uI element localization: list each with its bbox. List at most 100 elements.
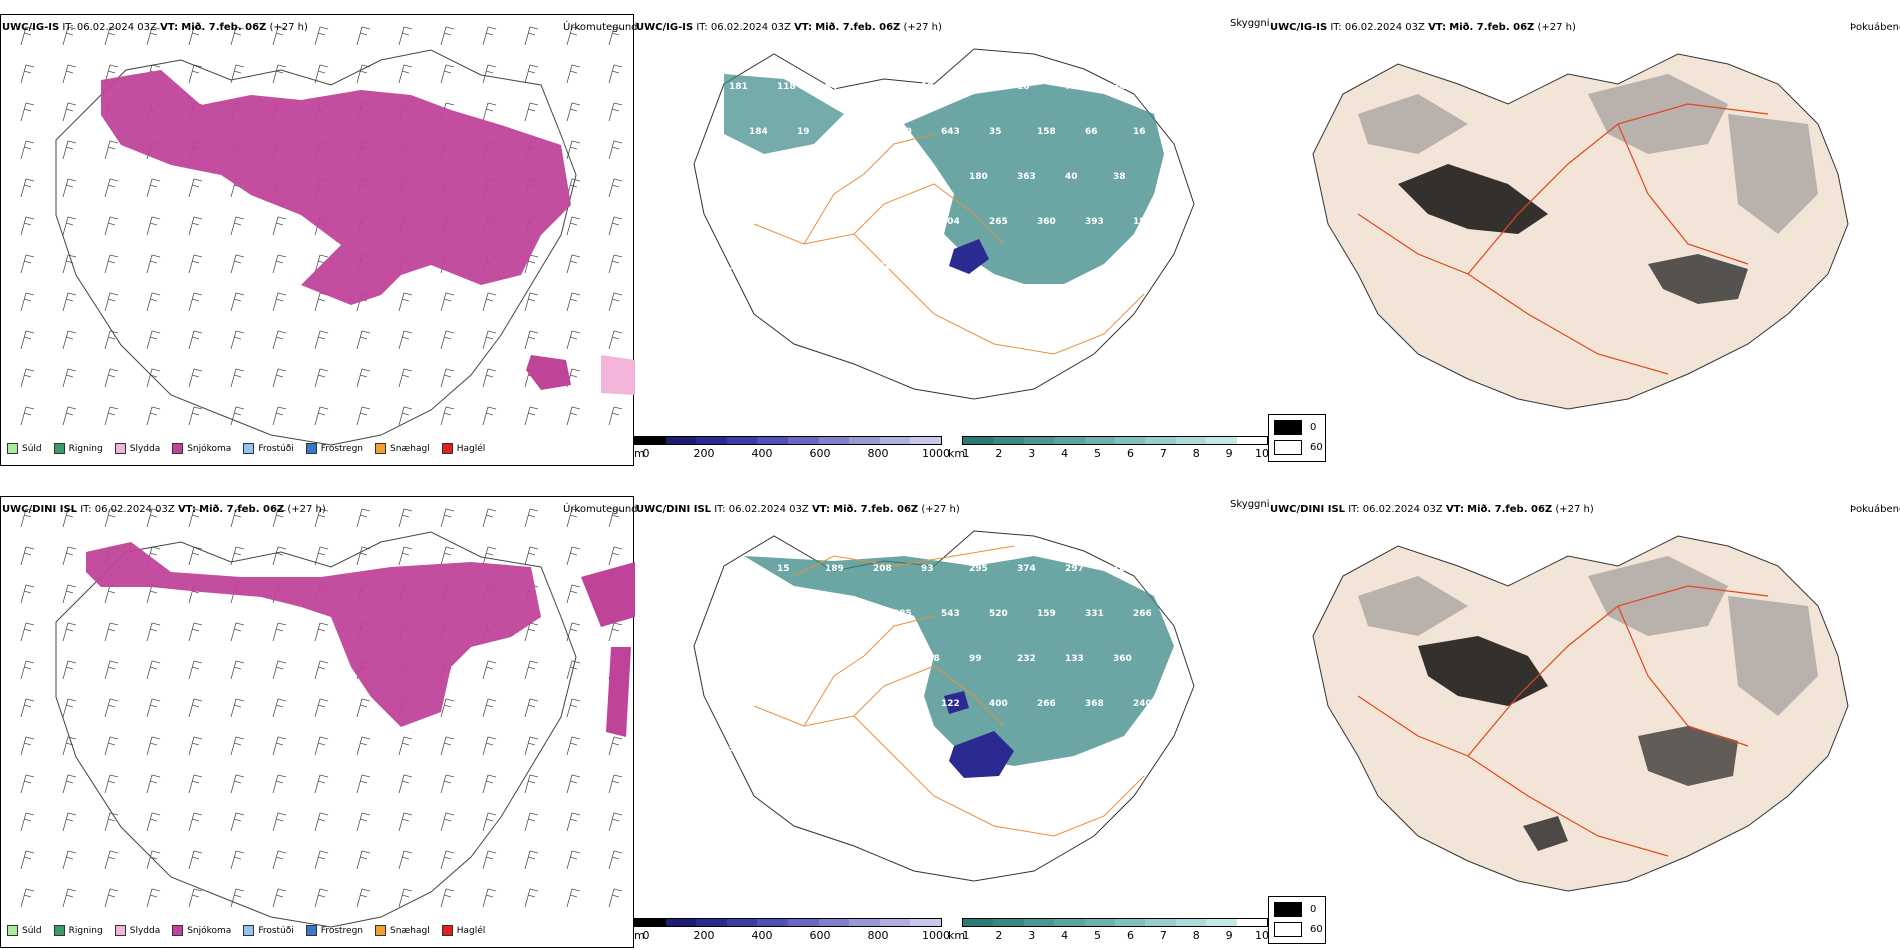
- colorbar-segment: [879, 919, 911, 926]
- tick-label: 1: [962, 929, 970, 942]
- ceiling-value-label: 15: [777, 564, 790, 574]
- wind-barb: [314, 888, 329, 908]
- colorbar-segment: [696, 437, 727, 444]
- legend-item: Súld: [7, 925, 42, 936]
- legend-item: Frostregn: [305, 443, 363, 454]
- ceiling-value-label: 415: [749, 217, 768, 227]
- fog-legend-row: 0: [1274, 420, 1316, 435]
- wind-barb: [314, 850, 329, 870]
- ceiling-value-label: 250: [797, 609, 816, 619]
- visibility-scale-bottom: km 1 2 3 4 5 6 7 8 9 10: [948, 918, 1269, 948]
- wind-barb: [62, 812, 77, 832]
- snow-patch: [581, 562, 635, 627]
- wind-barb: [608, 508, 623, 528]
- colorbar-segment: [635, 437, 666, 444]
- colorbar-segment: [1023, 437, 1055, 444]
- wind-barb: [356, 888, 371, 908]
- wind-barb: [146, 774, 161, 794]
- wind-barb: [62, 508, 77, 528]
- colorbar-segment: [1236, 919, 1268, 926]
- tick-label: 5: [1094, 929, 1102, 942]
- wind-barb: [440, 774, 455, 794]
- colorbar-segment: [993, 437, 1024, 444]
- fog-legend-row: 0: [1274, 902, 1316, 917]
- colorbar-segment: [726, 919, 758, 926]
- wind-barb: [272, 660, 287, 680]
- colorbar-segment: [696, 919, 727, 926]
- ceiling-value-label: 360: [1113, 654, 1132, 664]
- wind-barb: [20, 850, 35, 870]
- ceiling-value-label: 16: [1017, 82, 1030, 92]
- wind-barb: [188, 508, 203, 528]
- scale-unit: km: [948, 447, 966, 460]
- colorbar-segment: [1145, 437, 1176, 444]
- wind-barb: [62, 216, 77, 236]
- ceiling-value-label: 184: [749, 127, 768, 137]
- wind-barb: [566, 888, 581, 908]
- wind-barb: [398, 774, 413, 794]
- ceiling-value-label: 283: [921, 172, 940, 182]
- wind-barb: [272, 406, 287, 426]
- colorbar-segment: [1023, 919, 1055, 926]
- wind-barb: [608, 850, 623, 870]
- ceiling-value-label: 101: [845, 217, 864, 227]
- wind-barb: [104, 660, 119, 680]
- wind-barb: [62, 140, 77, 160]
- colorbar-segment: [726, 437, 758, 444]
- wind-barb: [20, 660, 35, 680]
- wind-barb: [146, 292, 161, 312]
- wind-barb: [524, 812, 539, 832]
- scale-unit: km: [948, 929, 966, 942]
- ceiling-value-label: 181: [729, 82, 748, 92]
- wind-barb: [20, 178, 35, 198]
- wind-barb: [188, 736, 203, 756]
- wind-barb: [398, 292, 413, 312]
- wind-barb: [524, 508, 539, 528]
- wind-barb: [146, 178, 161, 198]
- legend-item: Haglél: [441, 925, 485, 936]
- wind-barb: [146, 812, 161, 832]
- ceiling-value-label: 393: [1085, 217, 1104, 227]
- wind-barb: [566, 508, 581, 528]
- iceland-land: [1312, 535, 1849, 892]
- legend-item: Rigning: [53, 443, 103, 454]
- wind-barb: [230, 330, 245, 350]
- wind-barb: [188, 292, 203, 312]
- roads: [753, 545, 1145, 837]
- ceiling-colorbar: [634, 436, 942, 445]
- ceiling-value-label: 145: [729, 564, 748, 574]
- wind-barb: [230, 774, 245, 794]
- wind-barb: [146, 330, 161, 350]
- wind-barb: [230, 888, 245, 908]
- wind-barb: [482, 508, 497, 528]
- legend-item: Frostúði: [243, 925, 294, 936]
- wind-barb: [230, 26, 245, 46]
- colorbar-segment: [1084, 437, 1116, 444]
- tick-label: 4: [1061, 929, 1069, 942]
- wind-barb: [20, 102, 35, 122]
- scale-unit: m: [634, 929, 645, 942]
- ceiling-value-label: 19: [797, 127, 810, 137]
- ceiling-value-label: 240: [1133, 699, 1152, 709]
- tick-label: 800: [867, 929, 889, 942]
- wind-barb: [20, 888, 35, 908]
- tick-label: 5: [1094, 447, 1102, 460]
- wind-barb: [146, 660, 161, 680]
- wind-barb: [398, 888, 413, 908]
- fog-legend-top: 0 60: [1268, 414, 1326, 462]
- wind-barb: [356, 698, 371, 718]
- fog-grey: [1358, 556, 1818, 716]
- fog-dark: [1418, 636, 1548, 706]
- wind-barb: [524, 102, 539, 122]
- wind-barb: [524, 26, 539, 46]
- tick-label: 600: [809, 447, 831, 460]
- wind-barb: [230, 660, 245, 680]
- ceiling-scale-bottom: m 0 200 400 600 800 1000: [634, 918, 950, 948]
- tick-label: 2: [995, 929, 1003, 942]
- ceiling-value-label: 266: [1133, 609, 1152, 619]
- wind-barb: [356, 330, 371, 350]
- wind-barb: [608, 736, 623, 756]
- wind-barb: [524, 330, 539, 350]
- wind-barb: [20, 406, 35, 426]
- precip-type-map-bottom: Súld Rigning Slydda Snjókoma Frostúði Fr…: [0, 496, 635, 948]
